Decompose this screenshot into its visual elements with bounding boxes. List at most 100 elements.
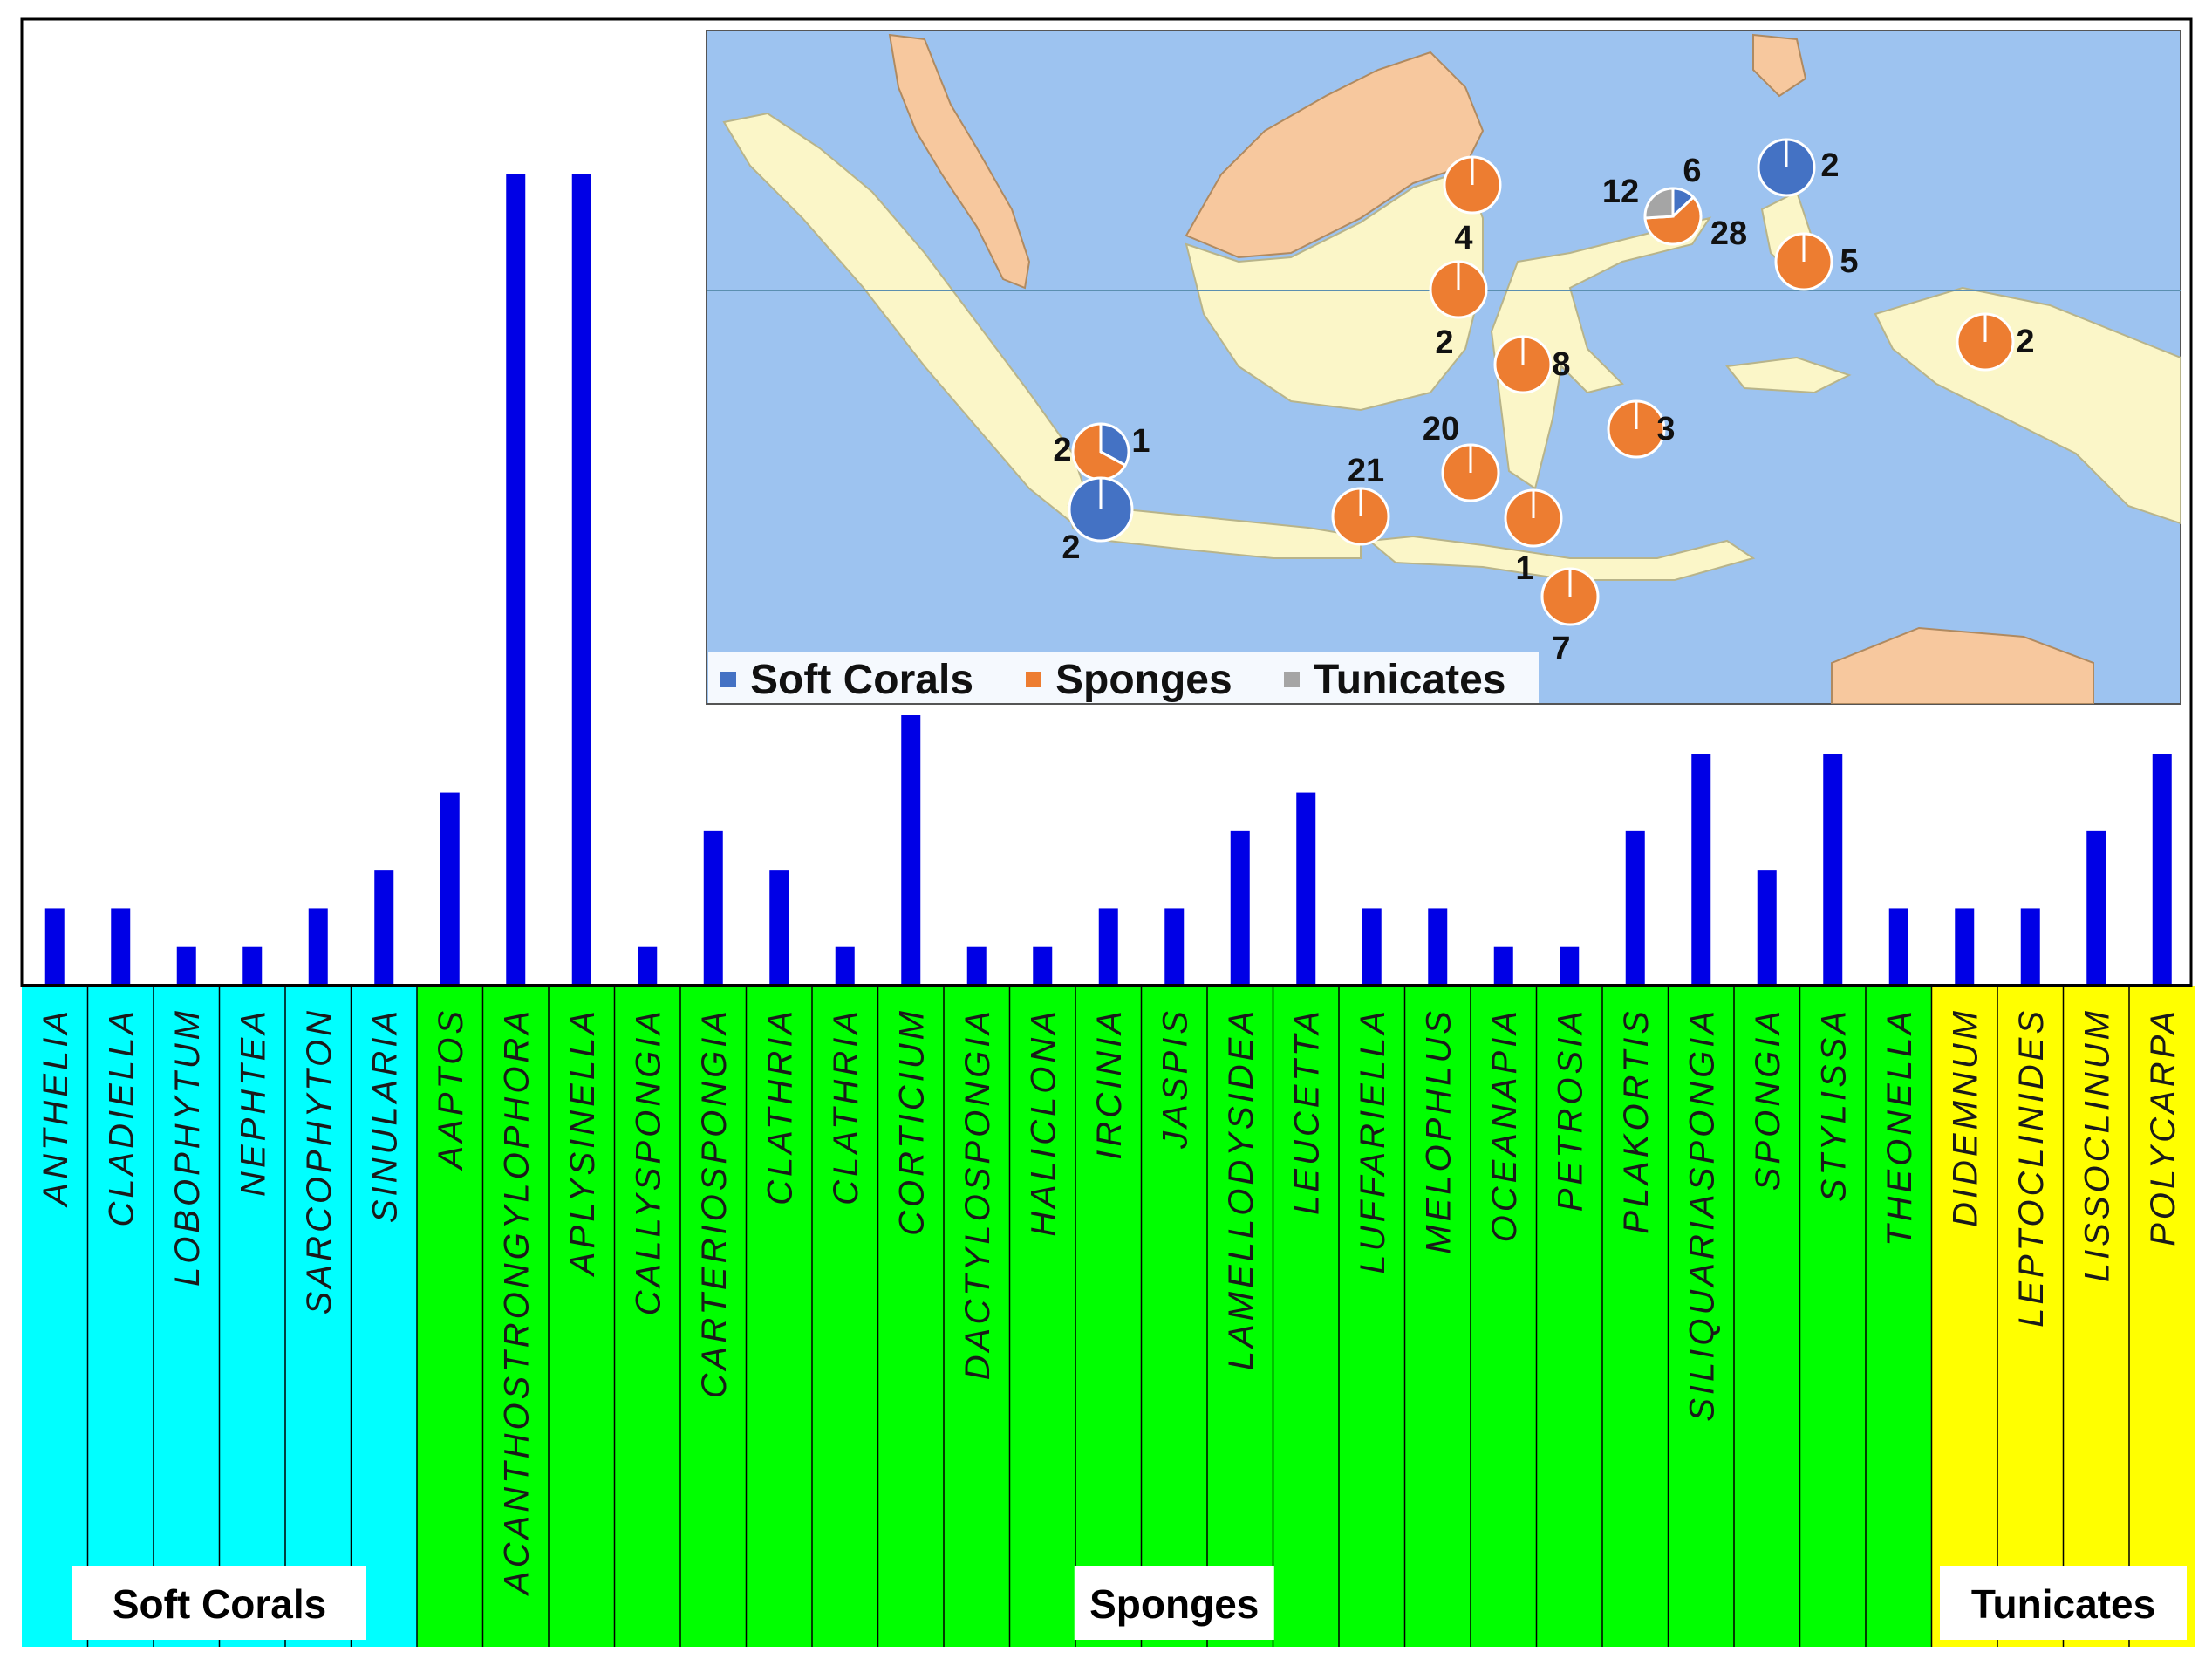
site-count-label: 1 [1131, 423, 1150, 460]
legend-swatch-soft-corals [720, 672, 736, 687]
site-count-label: 2 [1062, 529, 1080, 566]
category-label-11: CLATHRIA [761, 1007, 799, 1205]
pie-slice-tunicates [1643, 187, 1675, 220]
category-labels: ANTHELIA CLADIELLA LOBOPHYTUM NEPHTEA SARCOP… [37, 1007, 2182, 1596]
group-label-2: Tunicates [1971, 1581, 2155, 1627]
bar-14 [966, 946, 987, 986]
site-count-label: 4 [1454, 220, 1472, 256]
map-legend-box [708, 652, 1539, 703]
category-label-29: DIDEMNUM [1946, 1007, 1984, 1227]
category-label-4: SARCOPHYTON [300, 1007, 338, 1314]
site-pie-10: 20 [1423, 411, 1500, 502]
bar-7 [506, 174, 526, 986]
bar-6 [440, 792, 460, 986]
category-label-26: SPONGIA [1749, 1007, 1787, 1191]
category-label-5: SINULARIA [365, 1007, 404, 1223]
category-label-14: DACTYLOSPONGIA [959, 1007, 997, 1380]
category-label-8: APLYSINELLA [563, 1007, 602, 1277]
site-pie-11: 1 [1504, 488, 1563, 587]
bar-10 [703, 830, 723, 986]
group-label-box-1 [1074, 1566, 1274, 1640]
bar-32 [2152, 754, 2172, 986]
category-label-21: MELOPHLUS [1419, 1007, 1458, 1254]
bar-0 [44, 908, 65, 986]
category-label-30: LEPTOCLINIDES [2012, 1007, 2051, 1328]
bar-25 [1691, 754, 1711, 986]
bar-29 [1955, 908, 1975, 986]
legend-label-soft-corals: Soft Corals [750, 657, 973, 703]
category-label-12: CLATHRIA [827, 1007, 865, 1205]
category-label-10: CARTERIOSPONGIA [695, 1007, 734, 1398]
category-label-1: CLADIELLA [102, 1007, 140, 1227]
bar-17 [1164, 908, 1185, 986]
category-label-22: OCEANAPIA [1485, 1007, 1524, 1242]
site-pie-9: 21 [1331, 453, 1390, 546]
bar-8 [571, 174, 591, 986]
category-label-0: ANTHELIA [37, 1007, 75, 1208]
bar-20 [1362, 908, 1382, 986]
group-label-box-0 [72, 1566, 366, 1640]
category-label-7: ACANTHOSTRONGYLOPHORA [497, 1007, 536, 1596]
bar-9 [638, 946, 658, 986]
category-label-18: LAMELLODYSIDEA [1222, 1007, 1260, 1370]
bar-19 [1296, 792, 1316, 986]
site-pie-6: 2 [1429, 260, 1488, 361]
category-label-32: POLYCARPA [2144, 1007, 2182, 1246]
bar-2 [176, 946, 196, 986]
category-label-31: LISSOCLINUM [2078, 1007, 2116, 1282]
category-label-13: CORTICIUM [892, 1007, 931, 1236]
bar-24 [1625, 830, 1645, 986]
map-land [707, 33, 2181, 704]
category-label-28: THEONELLA [1881, 1007, 1919, 1246]
bar-1 [111, 908, 131, 986]
site-count-label: 2 [1820, 147, 1839, 184]
category-label-16: IRCINIA [1090, 1007, 1129, 1160]
bar-31 [2086, 830, 2106, 986]
bar-26 [1757, 870, 1777, 986]
site-pie-5: 8 [1493, 335, 1571, 394]
bar-23 [1560, 946, 1580, 986]
category-label-20: LUFFARIELLA [1354, 1007, 1392, 1274]
legend-swatch-tunicates [1284, 672, 1300, 687]
site-count-label: 2 [1053, 432, 1071, 468]
category-label-9: CALLYSPONGIA [629, 1007, 667, 1315]
site-count-label: 28 [1710, 215, 1747, 252]
site-count-label: 2 [2016, 324, 2034, 360]
site-count-label: 21 [1348, 453, 1384, 489]
site-pie-8: 2 [1062, 476, 1134, 566]
site-count-label: 20 [1423, 411, 1459, 447]
category-label-27: STYLISSA [1814, 1007, 1853, 1202]
bar-13 [901, 715, 921, 986]
site-pie-3: 5 [1774, 232, 1859, 291]
category-label-17: JASPIS [1156, 1007, 1194, 1150]
site-count-label: 12 [1602, 174, 1639, 210]
bar-5 [374, 870, 394, 986]
bar-11 [769, 870, 789, 986]
group-label-0: Soft Corals [113, 1581, 326, 1627]
site-count-label: 1 [1515, 550, 1533, 587]
bar-22 [1493, 946, 1513, 986]
site-pie-13: 7 [1540, 567, 1600, 667]
category-label-25: SILIQUARIASPONGIA [1683, 1007, 1721, 1422]
site-count-label: 7 [1552, 631, 1570, 667]
category-label-23: PETROSIA [1551, 1007, 1589, 1212]
legend-label-sponges: Sponges [1055, 657, 1232, 703]
site-pie-12: 3 [1607, 399, 1676, 459]
site-count-label: 2 [1435, 324, 1453, 361]
legend-swatch-sponges [1026, 672, 1041, 687]
bar-12 [835, 946, 855, 986]
category-label-15: HALICLONA [1024, 1007, 1062, 1237]
bar-series [44, 174, 2172, 986]
bar-3 [242, 946, 263, 986]
category-label-2: LOBOPHYTUM [168, 1007, 207, 1287]
group-labels: Soft Corals Sponges Tunicates [72, 1566, 2187, 1640]
site-count-label: 8 [1552, 346, 1570, 383]
group-band-1 [417, 986, 1932, 1647]
site-count-label: 5 [1840, 243, 1858, 280]
bar-16 [1098, 908, 1118, 986]
group-label-1: Sponges [1089, 1581, 1259, 1627]
